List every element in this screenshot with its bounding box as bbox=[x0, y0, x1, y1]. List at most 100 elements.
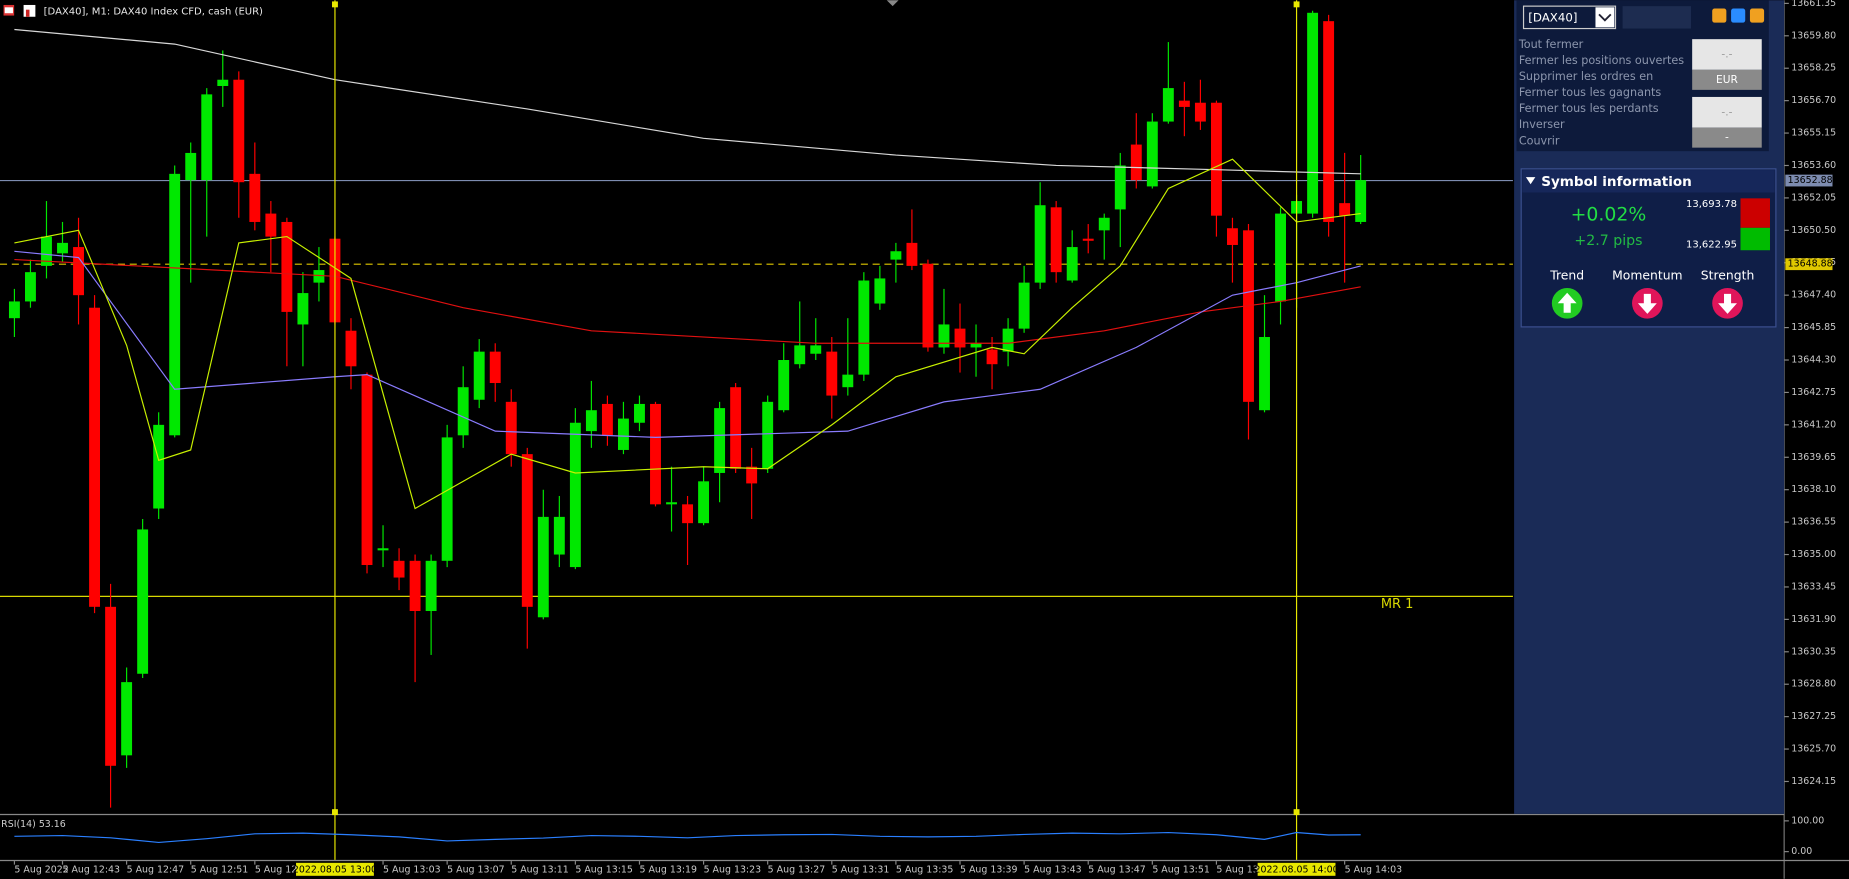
day-high: 13,693.78 bbox=[1686, 199, 1737, 210]
candle-body bbox=[1082, 238, 1094, 241]
candle-body bbox=[986, 349, 998, 365]
rsi-title: RSI(14) 53.16 bbox=[1, 819, 66, 830]
action-item[interactable]: Couvrir bbox=[1519, 134, 1560, 147]
action-item[interactable]: Tout fermer bbox=[1518, 38, 1584, 51]
candle-body bbox=[457, 387, 469, 436]
change-percent: +0.02% bbox=[1571, 203, 1647, 225]
change-pips: +2.7 pips bbox=[1574, 233, 1642, 249]
arrow-up bbox=[1557, 292, 1577, 313]
button[interactable] bbox=[1692, 96, 1762, 128]
candle-body bbox=[57, 242, 68, 254]
volume-field[interactable] bbox=[1622, 6, 1691, 29]
time-marker-box bbox=[1257, 862, 1336, 876]
button-label: EUR bbox=[1716, 73, 1738, 86]
indicator-line bbox=[14, 258, 1361, 344]
candle-body bbox=[890, 251, 902, 260]
candle-body bbox=[25, 272, 36, 302]
x-tick-label: 5 Aug 13:23 bbox=[704, 864, 762, 875]
candle-body bbox=[313, 270, 325, 283]
candle-body bbox=[297, 293, 309, 325]
candle-body bbox=[1050, 207, 1062, 273]
candle-body bbox=[1323, 21, 1335, 222]
symbol-info-header[interactable] bbox=[1522, 170, 1775, 193]
candle-body bbox=[842, 374, 854, 388]
candle-body bbox=[1307, 12, 1319, 214]
candle-body bbox=[249, 173, 261, 222]
candle-body bbox=[746, 466, 758, 484]
button[interactable] bbox=[1692, 127, 1762, 148]
candle-body bbox=[826, 351, 838, 396]
y-tick-label: 13639.65 bbox=[1791, 452, 1836, 463]
candle-body bbox=[105, 606, 117, 766]
symbol-info-title: Symbol information bbox=[1541, 174, 1692, 190]
y-tick-label: 13642.75 bbox=[1791, 387, 1836, 398]
x-tick-label: 5 Aug 12:51 bbox=[191, 864, 249, 875]
candle-body bbox=[1259, 337, 1270, 411]
action-item[interactable]: Supprimer les ordres en bbox=[1519, 70, 1653, 83]
scroll-marker bbox=[886, 0, 899, 7]
candle-body bbox=[265, 213, 277, 237]
tool-button[interactable] bbox=[1712, 8, 1727, 23]
y-tick-label: 13641.20 bbox=[1791, 419, 1836, 430]
time-marker-handle bbox=[332, 809, 338, 816]
candle-body bbox=[1227, 228, 1238, 245]
tool-button[interactable] bbox=[1749, 8, 1765, 23]
price-box bbox=[1785, 258, 1833, 271]
candle-body bbox=[121, 682, 133, 756]
candle-body bbox=[345, 330, 357, 367]
x-tick-label: 5 Aug 13:27 bbox=[768, 864, 826, 875]
candle-body bbox=[1194, 102, 1206, 122]
symbol-dropdown[interactable] bbox=[1522, 5, 1617, 30]
x-tick-label: 5 Aug 2022 bbox=[14, 864, 68, 875]
y-tick-label: 13650.50 bbox=[1791, 225, 1836, 236]
candle-body bbox=[89, 307, 101, 607]
y-tick-label: 13627.25 bbox=[1791, 711, 1836, 722]
app-icon bbox=[4, 7, 13, 14]
candle-body bbox=[441, 437, 453, 561]
x-tick-label: 5 Aug 13:51 bbox=[1152, 864, 1210, 875]
dropdown-button[interactable] bbox=[1595, 7, 1615, 28]
y-tick-label: 13653.60 bbox=[1791, 160, 1836, 171]
candle-body bbox=[922, 263, 934, 348]
indicator-line bbox=[14, 250, 1361, 438]
y-tick-label: 13630.35 bbox=[1791, 646, 1836, 657]
y-tick-label: 13659.80 bbox=[1791, 30, 1836, 41]
candle-body bbox=[970, 343, 982, 348]
y-tick-label: 13633.45 bbox=[1791, 581, 1836, 592]
candle-body bbox=[634, 403, 645, 423]
y-tick-label: 13647.40 bbox=[1791, 290, 1836, 301]
candle-body bbox=[537, 516, 549, 618]
time-marker-box bbox=[296, 862, 374, 876]
candle-body bbox=[1146, 121, 1158, 187]
x-tick-label: 5 Aug 13:47 bbox=[1088, 864, 1146, 875]
action-item[interactable]: Fermer les positions ouvertes bbox=[1519, 54, 1684, 67]
x-tick-label: 5 Aug 13:39 bbox=[960, 864, 1018, 875]
candle-body bbox=[666, 502, 677, 505]
button[interactable] bbox=[1692, 39, 1762, 70]
candle-body bbox=[505, 401, 517, 455]
y-tick-label: 13631.90 bbox=[1791, 614, 1836, 625]
candle-body bbox=[650, 403, 661, 505]
candle-body bbox=[361, 374, 373, 565]
candle-body bbox=[1034, 205, 1046, 283]
x-tick-label: 5 Aug 14:03 bbox=[1345, 864, 1403, 875]
candle-body bbox=[1275, 213, 1286, 302]
rsi-line bbox=[14, 831, 1361, 844]
level-label: MR 1 bbox=[1381, 597, 1414, 612]
x-tick-label: 5 Aug 13:43 bbox=[1024, 864, 1082, 875]
action-item[interactable]: Fermer tous les perdants bbox=[1519, 102, 1659, 115]
candle-body bbox=[858, 280, 870, 375]
settings-button[interactable] bbox=[1731, 8, 1746, 23]
candle-body bbox=[698, 481, 710, 524]
y-tick-label: 13624.15 bbox=[1791, 776, 1836, 787]
y-tick-label: 13635.00 bbox=[1791, 549, 1836, 560]
candle-body bbox=[217, 79, 229, 87]
candle-body bbox=[1098, 217, 1110, 231]
candle-body bbox=[489, 351, 501, 384]
action-item[interactable]: Inverser bbox=[1519, 118, 1565, 131]
button[interactable] bbox=[1692, 69, 1762, 90]
y-tick-label: 13661.35 bbox=[1791, 0, 1836, 9]
action-item[interactable]: Fermer tous les gagnants bbox=[1519, 86, 1662, 99]
candle-body bbox=[521, 454, 533, 607]
